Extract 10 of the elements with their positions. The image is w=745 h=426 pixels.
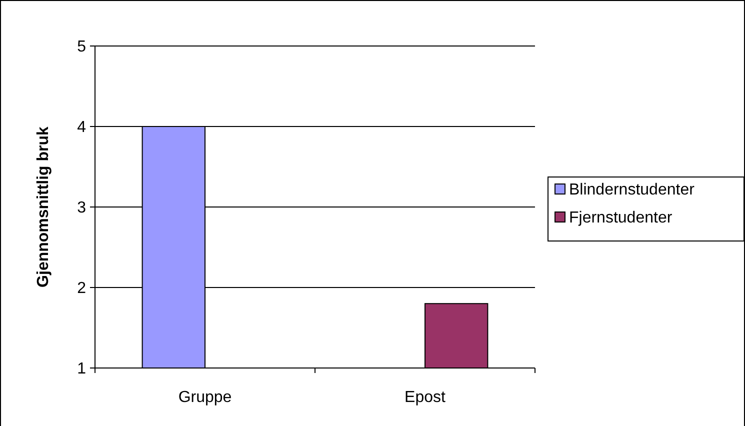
y-tick-label: 5 [77, 38, 86, 56]
y-tick-label: 3 [77, 200, 86, 217]
y-tick-label: 4 [77, 119, 86, 136]
y-tick-label: 2 [77, 280, 86, 298]
x-tick-label: Gruppe [178, 389, 232, 406]
y-tick-label: 1 [77, 360, 86, 378]
legend-label: Fjernstudenter [569, 210, 673, 227]
y-axis-title: Gjennomsnittlig bruk [35, 126, 52, 288]
legend-label: Blindernstudenter [569, 182, 696, 199]
x-tick-label: Epost [404, 389, 446, 406]
